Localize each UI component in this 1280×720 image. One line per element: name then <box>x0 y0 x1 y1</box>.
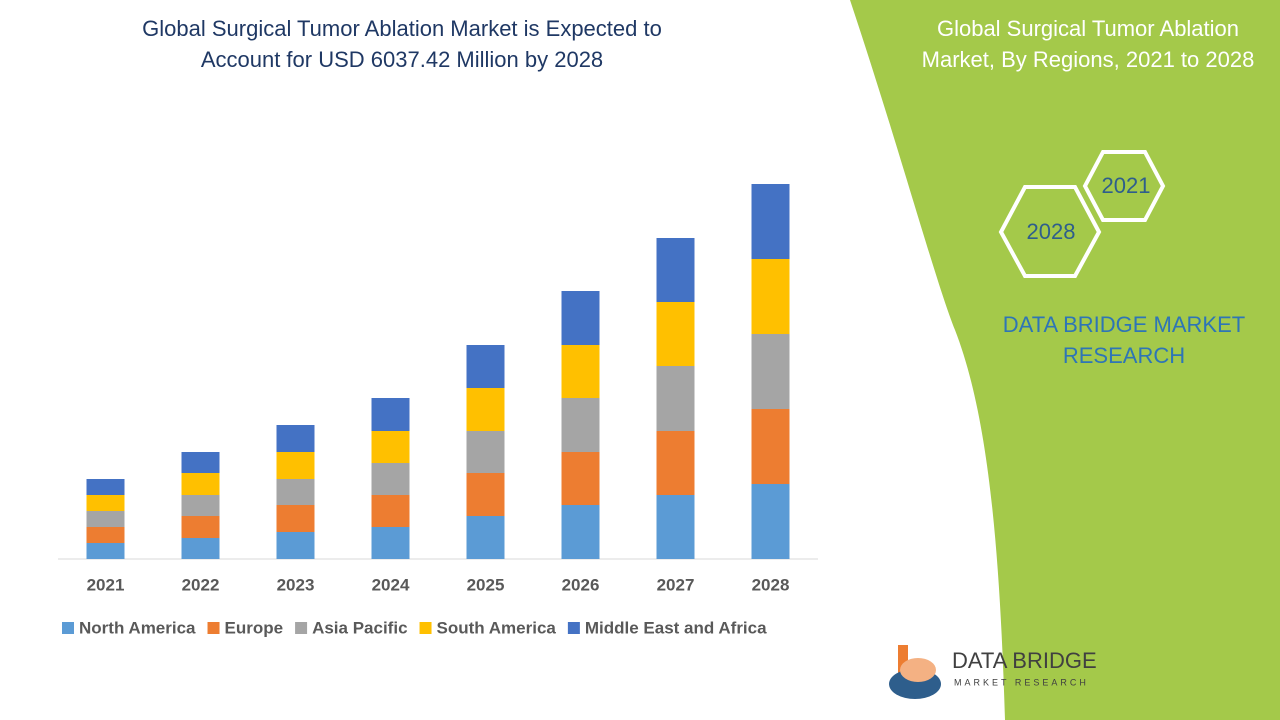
legend-swatch <box>295 622 308 634</box>
bar-segment <box>751 409 790 484</box>
logo-bowl <box>900 658 936 682</box>
bar-segment <box>371 463 410 495</box>
x-tick-label: 2021 <box>87 575 125 594</box>
bar-segment <box>181 538 220 559</box>
bar-segment <box>466 431 505 473</box>
bar-segment <box>371 495 410 527</box>
bar-segment <box>656 366 695 431</box>
bar-segment <box>181 473 220 495</box>
hex-label: 2021 <box>1102 173 1151 198</box>
bar-segment <box>276 532 315 559</box>
bar-segment <box>561 345 600 398</box>
x-tick-label: 2023 <box>277 575 315 594</box>
x-tick-label: 2026 <box>562 575 600 594</box>
bar-segment <box>276 452 315 479</box>
brand: DATA BRIDGE MARKET RESEARCH <box>1003 312 1245 368</box>
x-tick-label: 2022 <box>182 575 220 594</box>
legend-label: North America <box>79 618 196 637</box>
bar-segment <box>751 184 790 259</box>
side-panel <box>850 0 1280 720</box>
bar-segment <box>276 479 315 505</box>
logo-sub: MARKET RESEARCH <box>954 677 1089 687</box>
bar-segment <box>371 527 410 559</box>
bar-segment <box>656 431 695 495</box>
bar-segment <box>466 516 505 559</box>
chart-title: Global Surgical Tumor Ablation Market is… <box>142 16 662 72</box>
bar-segment <box>656 495 695 559</box>
bar-segment <box>276 505 315 532</box>
legend-label: South America <box>437 618 557 637</box>
bar-segment <box>561 452 600 505</box>
hexagon <box>1082 150 1166 222</box>
legend-swatch <box>62 622 74 634</box>
bar-segment <box>561 505 600 559</box>
legend-swatch <box>207 622 220 634</box>
bar-segment <box>466 473 505 516</box>
bar-segment <box>86 527 125 543</box>
x-tick-label: 2024 <box>372 575 410 594</box>
bar-segment <box>86 495 125 511</box>
legend-label: Europe <box>225 618 284 637</box>
bar-segment <box>751 484 790 559</box>
bar-segment <box>86 543 125 559</box>
bar-segment <box>656 302 695 366</box>
x-tick-label: 2027 <box>657 575 695 594</box>
bar-segment <box>656 238 695 302</box>
bar-segment <box>86 479 125 495</box>
bar-segment <box>561 291 600 345</box>
hexagon <box>998 185 1102 278</box>
bar-segment <box>751 334 790 409</box>
bar-segment <box>371 398 410 431</box>
panel-title: Global Surgical Tumor Ablation Market, By… <box>922 16 1255 72</box>
bar-segment <box>181 495 220 516</box>
bar-segment <box>561 398 600 452</box>
bar-segment <box>466 388 505 431</box>
legend-swatch <box>419 622 432 634</box>
bar-segment <box>371 431 410 463</box>
logo: DATA BRIDGE MARKET RESEARCH <box>889 645 1097 699</box>
bar-segment <box>466 345 505 388</box>
bar-segment <box>751 259 790 334</box>
hex-label: 2028 <box>1027 219 1076 244</box>
legend-label: Middle East and Africa <box>585 618 767 637</box>
bar-segment <box>181 516 220 538</box>
bar-segment <box>86 511 125 527</box>
logo-name: DATA BRIDGE <box>952 648 1097 673</box>
bar-segment <box>181 452 220 473</box>
x-tick-label: 2025 <box>467 575 505 594</box>
bar-segment <box>276 425 315 452</box>
legend-swatch <box>567 622 580 634</box>
x-tick-label: 2028 <box>752 575 790 594</box>
legend-label: Asia Pacific <box>312 618 407 637</box>
chart: 2021 2022 2023 2024 2025 2026 2027 2028 North Am… <box>58 184 818 637</box>
